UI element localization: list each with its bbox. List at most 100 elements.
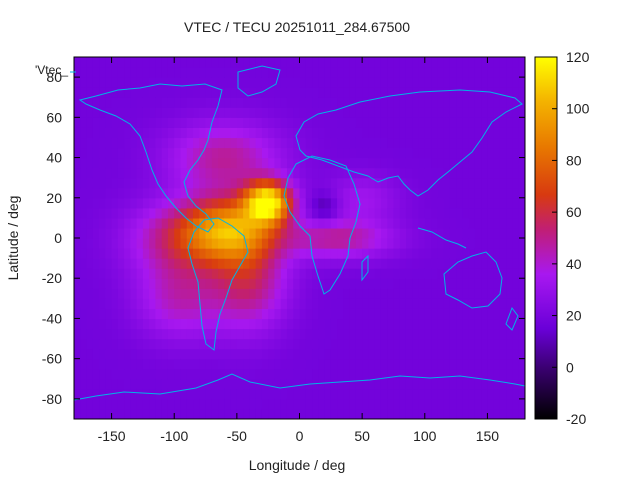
heatmap-cell: [324, 328, 332, 340]
heatmap-cell: [481, 268, 489, 279]
heatmap-cell: [124, 217, 131, 229]
heatmap-cell: [205, 187, 213, 199]
heatmap-cell: [155, 57, 163, 68]
heatmap-cell: [199, 227, 207, 239]
heatmap-cell: [468, 298, 476, 309]
heatmap-cell: [399, 157, 407, 169]
heatmap-cell: [249, 278, 257, 289]
heatmap-cell: [80, 227, 88, 239]
heatmap-cell: [399, 398, 407, 410]
heatmap-cell: [274, 298, 282, 309]
heatmap-cell: [462, 127, 470, 139]
heatmap-cell: [142, 258, 150, 269]
heatmap-cell: [512, 117, 520, 128]
heatmap-cell: [499, 278, 507, 289]
heatmap-cell: [205, 398, 213, 410]
heatmap-cell: [506, 57, 514, 68]
heatmap-cell: [161, 258, 169, 269]
heatmap-cell: [80, 318, 88, 330]
heatmap-cell: [174, 348, 182, 360]
heatmap-cell: [318, 298, 326, 309]
heatmap-cell: [380, 107, 388, 118]
heatmap-cell: [305, 227, 313, 239]
heatmap-cell: [105, 227, 113, 239]
heatmap-cell: [343, 338, 351, 350]
heatmap-cell: [99, 238, 106, 249]
heatmap-cell: [230, 57, 238, 68]
heatmap-cell: [518, 378, 525, 390]
heatmap-cell: [468, 177, 476, 189]
heatmap-cell: [243, 318, 250, 330]
heatmap-cell: [224, 268, 232, 279]
heatmap-cell: [193, 348, 200, 360]
heatmap-cell: [493, 338, 501, 350]
heatmap-cell: [355, 258, 363, 269]
heatmap-cell: [80, 67, 88, 78]
heatmap-cell: [236, 167, 244, 179]
heatmap-cell: [174, 197, 182, 209]
heatmap-cell: [80, 238, 88, 249]
heatmap-cell: [324, 197, 332, 209]
heatmap-cell: [330, 117, 338, 128]
heatmap-cell: [499, 378, 507, 390]
heatmap-cell: [424, 217, 432, 229]
greenland-coastline: [237, 65, 281, 97]
heatmap-cell: [380, 288, 388, 299]
heatmap-cell: [230, 308, 238, 320]
heatmap-cell: [224, 348, 232, 360]
heatmap-cell: [387, 117, 395, 128]
heatmap-cell: [418, 318, 426, 330]
heatmap-cell: [518, 207, 525, 219]
heatmap-cell: [230, 278, 238, 289]
heatmap-cell: [305, 97, 313, 108]
heatmap-cell: [236, 258, 244, 269]
heatmap-cell: [293, 248, 301, 259]
heatmap-cell: [299, 368, 307, 380]
heatmap-cell: [161, 338, 169, 350]
heatmap-cell: [518, 328, 525, 340]
heatmap-cell: [499, 167, 507, 179]
heatmap-cell: [243, 207, 250, 219]
madagascar-coastline: [361, 254, 369, 282]
heatmap-cell: [243, 107, 250, 118]
heatmap-cell: [274, 338, 282, 350]
heatmap-cell: [117, 408, 125, 419]
heatmap-cell: [230, 77, 238, 88]
heatmap-cell: [437, 338, 445, 350]
heatmap-cell: [299, 77, 307, 88]
heatmap-cell: [117, 87, 125, 98]
heatmap-cell: [456, 227, 463, 239]
heatmap-cell: [142, 278, 150, 289]
heatmap-cell: [199, 217, 207, 229]
heatmap-cell: [393, 87, 401, 98]
heatmap-cell: [493, 238, 501, 249]
heatmap-cell: [268, 308, 276, 320]
heatmap-cell: [493, 197, 501, 209]
heatmap-cell: [111, 248, 119, 259]
heatmap-cell: [312, 87, 319, 98]
heatmap-cell: [493, 187, 501, 199]
heatmap-cell: [161, 167, 169, 179]
heatmap-cell: [293, 97, 301, 108]
heatmap-cell: [387, 298, 395, 309]
heatmap-cell: [499, 328, 507, 340]
heatmap-cell: [362, 157, 369, 169]
heatmap-cell: [349, 67, 357, 78]
heatmap-cell: [481, 57, 489, 68]
heatmap-cell: [92, 167, 100, 179]
heatmap-cell: [518, 318, 525, 330]
heatmap-cell: [130, 238, 138, 249]
heatmap-cell: [431, 127, 438, 139]
heatmap-cell: [437, 167, 445, 179]
heatmap-cell: [443, 157, 451, 169]
heatmap-cell: [80, 268, 88, 279]
heatmap-cell: [424, 368, 432, 380]
heatmap-cell: [180, 348, 188, 360]
heatmap-cell: [180, 137, 188, 149]
heatmap-cell: [261, 318, 269, 330]
heatmap-cell: [399, 388, 407, 400]
heatmap-cell: [443, 87, 451, 98]
heatmap-cell: [431, 187, 438, 199]
heatmap-cell: [249, 187, 257, 199]
heatmap-cell: [506, 97, 514, 108]
